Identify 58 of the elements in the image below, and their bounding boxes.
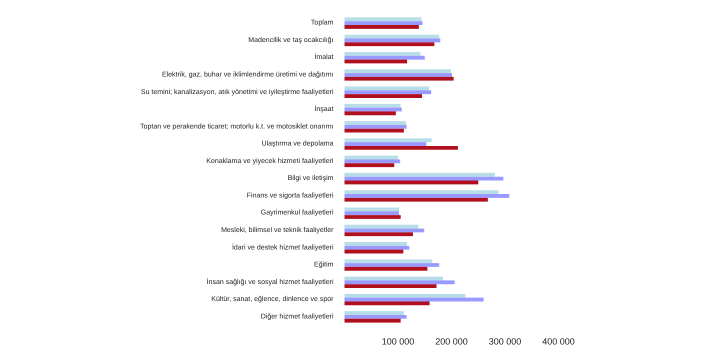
bar xyxy=(344,34,440,39)
bar xyxy=(344,246,410,250)
bar xyxy=(344,124,407,129)
bar xyxy=(344,17,422,22)
bar xyxy=(344,108,402,112)
bar xyxy=(344,314,407,319)
bar xyxy=(344,111,396,116)
bar xyxy=(344,128,404,133)
bar xyxy=(344,242,408,246)
bar xyxy=(344,159,400,164)
bar xyxy=(344,294,466,298)
bar xyxy=(344,318,401,323)
x-tick-label: 200 000 xyxy=(435,336,468,346)
bar xyxy=(344,311,404,315)
bar xyxy=(344,224,418,229)
bar xyxy=(344,142,426,146)
bar xyxy=(344,60,408,64)
bar xyxy=(344,198,488,202)
bar xyxy=(344,42,434,46)
bar xyxy=(344,172,495,177)
bar xyxy=(344,232,413,236)
bar xyxy=(344,280,455,284)
bar xyxy=(344,73,452,77)
bar xyxy=(344,38,440,42)
bar xyxy=(344,176,504,181)
bar xyxy=(344,21,423,26)
bar xyxy=(344,207,400,212)
bar xyxy=(344,56,425,60)
bar xyxy=(344,94,422,98)
x-tick-label: 300 000 xyxy=(488,336,522,346)
bar xyxy=(344,76,454,81)
bar xyxy=(344,301,430,306)
bar xyxy=(344,90,432,94)
bar xyxy=(344,266,428,271)
bar xyxy=(344,86,430,90)
bar xyxy=(344,180,478,184)
x-tick-label: 100 000 xyxy=(382,336,414,346)
bar xyxy=(344,190,499,194)
bar xyxy=(344,215,401,219)
bar xyxy=(344,121,406,125)
x-tick-label: 400 000 xyxy=(542,336,575,346)
bar xyxy=(344,211,400,216)
bar xyxy=(344,194,510,198)
bar xyxy=(344,284,437,288)
bar xyxy=(344,259,432,264)
bar xyxy=(344,146,458,150)
bar xyxy=(344,69,451,74)
bar xyxy=(344,298,484,302)
bar xyxy=(344,104,401,108)
bar xyxy=(344,250,404,254)
bar xyxy=(344,163,394,168)
bar xyxy=(344,263,440,267)
bar xyxy=(344,156,398,160)
bar xyxy=(344,138,432,142)
bar xyxy=(344,228,424,232)
bar xyxy=(344,276,443,280)
bar xyxy=(344,25,419,29)
bar xyxy=(344,52,420,56)
